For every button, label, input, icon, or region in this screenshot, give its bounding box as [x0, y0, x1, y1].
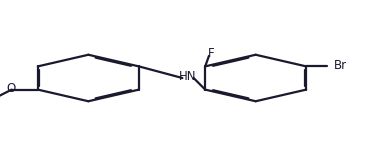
Text: F: F [208, 47, 214, 60]
Text: HN: HN [179, 70, 197, 83]
Text: O: O [6, 82, 15, 95]
Text: Br: Br [334, 59, 347, 72]
